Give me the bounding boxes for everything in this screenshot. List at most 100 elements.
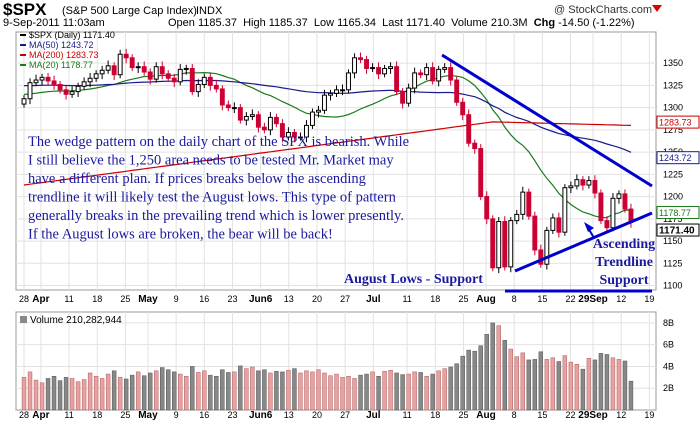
- volume-bar: [556, 361, 562, 411]
- volume-bar: [172, 371, 177, 411]
- volume-x-tick-label: 15: [537, 410, 547, 420]
- volume-bar: [148, 372, 153, 411]
- candle-body: [466, 114, 472, 144]
- candle-body: [63, 89, 69, 95]
- index-name: (S&P 500 Large Cap Index): [62, 5, 197, 17]
- volume-bar: [514, 356, 519, 411]
- volume-value: 210.3M: [490, 17, 528, 29]
- volume-x-tick-label: 13: [284, 410, 294, 420]
- annotation-text: The wedge pattern on the daily chart of …: [28, 134, 409, 243]
- volume-bar: [51, 375, 57, 411]
- last-label: Last: [382, 17, 403, 29]
- candle-body: [81, 81, 87, 87]
- candle-body: [261, 126, 267, 131]
- ascending-note-line: Support: [599, 273, 648, 288]
- price-flags: 1283.73 1243.72 1178.77 1171.40: [656, 115, 700, 237]
- volume-bar: [214, 375, 219, 411]
- legend-entry: MA(200) 1283.73: [29, 50, 99, 60]
- volume-bar: [21, 377, 27, 411]
- volume-bar: [310, 371, 315, 411]
- price-tick-label: 1350: [663, 58, 683, 68]
- volume-bar: [508, 348, 513, 411]
- candle-body: [406, 87, 412, 104]
- candle-body: [117, 53, 123, 76]
- volume-bars: [21, 322, 634, 411]
- candle-body: [472, 142, 478, 150]
- price-x-tick-label: 29Sep: [578, 294, 607, 305]
- price-panel: [15, 31, 657, 291]
- candle-body: [556, 217, 562, 233]
- volume-bar: [166, 369, 171, 411]
- volume-bar: [526, 359, 532, 411]
- price-x-tick-label: 27: [340, 294, 350, 304]
- volume-bar: [154, 370, 159, 411]
- ohlc-readout: Open 1185.37 High 1185.37 Low 1165.34 La…: [168, 17, 635, 29]
- candle-body: [340, 89, 345, 92]
- credit-link[interactable]: @ StockCharts.com: [554, 4, 652, 16]
- candle-body: [592, 180, 598, 194]
- volume-bar: [250, 366, 255, 411]
- price-x-tick-label: 25: [120, 294, 130, 304]
- candle-body: [334, 89, 339, 94]
- volume-bar: [208, 374, 213, 411]
- price-x-tick-label: 22: [565, 294, 575, 304]
- volume-x-tick-label: 18: [92, 410, 102, 420]
- annotation-line: generally breaks in the prevailing trend…: [28, 208, 404, 224]
- candle-body: [267, 116, 273, 131]
- price-x-axis: 28 Apr 11 18 25 May 9 16 23 Jun6 13 20 27 Jul 11 18 25 Au…: [19, 294, 654, 305]
- volume-bar: [322, 372, 327, 411]
- last-value: 1171.40: [406, 17, 445, 29]
- price-x-tick-label: 18: [92, 294, 102, 304]
- volume-bar: [574, 364, 580, 411]
- volume-bar: [562, 355, 568, 411]
- volume-bar: [196, 372, 201, 411]
- volume-bar: [202, 370, 207, 411]
- candle-body: [484, 196, 490, 220]
- candle-body: [243, 116, 249, 121]
- candle-body: [442, 67, 448, 70]
- volume-bar: [376, 375, 381, 411]
- volume-bar: [352, 378, 357, 411]
- wedge-trendlines: [441, 53, 653, 293]
- price-x-tick-label: 12: [616, 294, 626, 304]
- candle-body: [147, 71, 153, 80]
- candle-body: [520, 191, 526, 215]
- candle-body: [297, 136, 303, 139]
- volume-bar: [370, 371, 375, 411]
- price-tick-label: 1125: [663, 258, 682, 268]
- price-x-tick-label: 18: [430, 294, 440, 304]
- volume-bar: [394, 372, 399, 411]
- price-x-tick-label: Jul: [366, 294, 381, 305]
- volume-bar: [69, 378, 75, 411]
- volume-bar: [268, 372, 273, 411]
- candle-body: [460, 101, 466, 116]
- candle-body: [418, 72, 424, 76]
- ascending-note-line: Ascending: [593, 237, 655, 252]
- volume-bar: [436, 370, 441, 411]
- price-flag: [656, 115, 700, 129]
- volume-bar: [520, 352, 525, 411]
- volume-bar: [274, 371, 279, 411]
- volume-bar: [328, 375, 333, 411]
- price-x-tick-label: 16: [199, 294, 209, 304]
- volume-bar: [334, 373, 339, 411]
- date-time: 9-Sep-2011 11:03am: [3, 17, 105, 29]
- candle-body: [279, 123, 285, 138]
- candle-body: [370, 67, 376, 70]
- candle-body: [514, 213, 520, 222]
- low-label: Low: [313, 17, 335, 29]
- volume-bar: [628, 380, 634, 411]
- candle-body: [574, 179, 580, 187]
- candle-body: [400, 91, 406, 104]
- volume-bar: [220, 369, 225, 411]
- volume-bar: [484, 334, 489, 411]
- candle-body: [123, 53, 129, 59]
- volume-label: Volume: [451, 17, 488, 29]
- candle-body: [189, 67, 195, 93]
- candle-body: [454, 79, 460, 103]
- volume-legend-swatch: [20, 316, 27, 323]
- volume-x-tick-label: 12: [616, 410, 626, 420]
- volume-x-axis: 28 Apr 11 18 25 May 9 16 23 Jun6 13 20 27 Jul 11 18 25 Au…: [19, 410, 654, 421]
